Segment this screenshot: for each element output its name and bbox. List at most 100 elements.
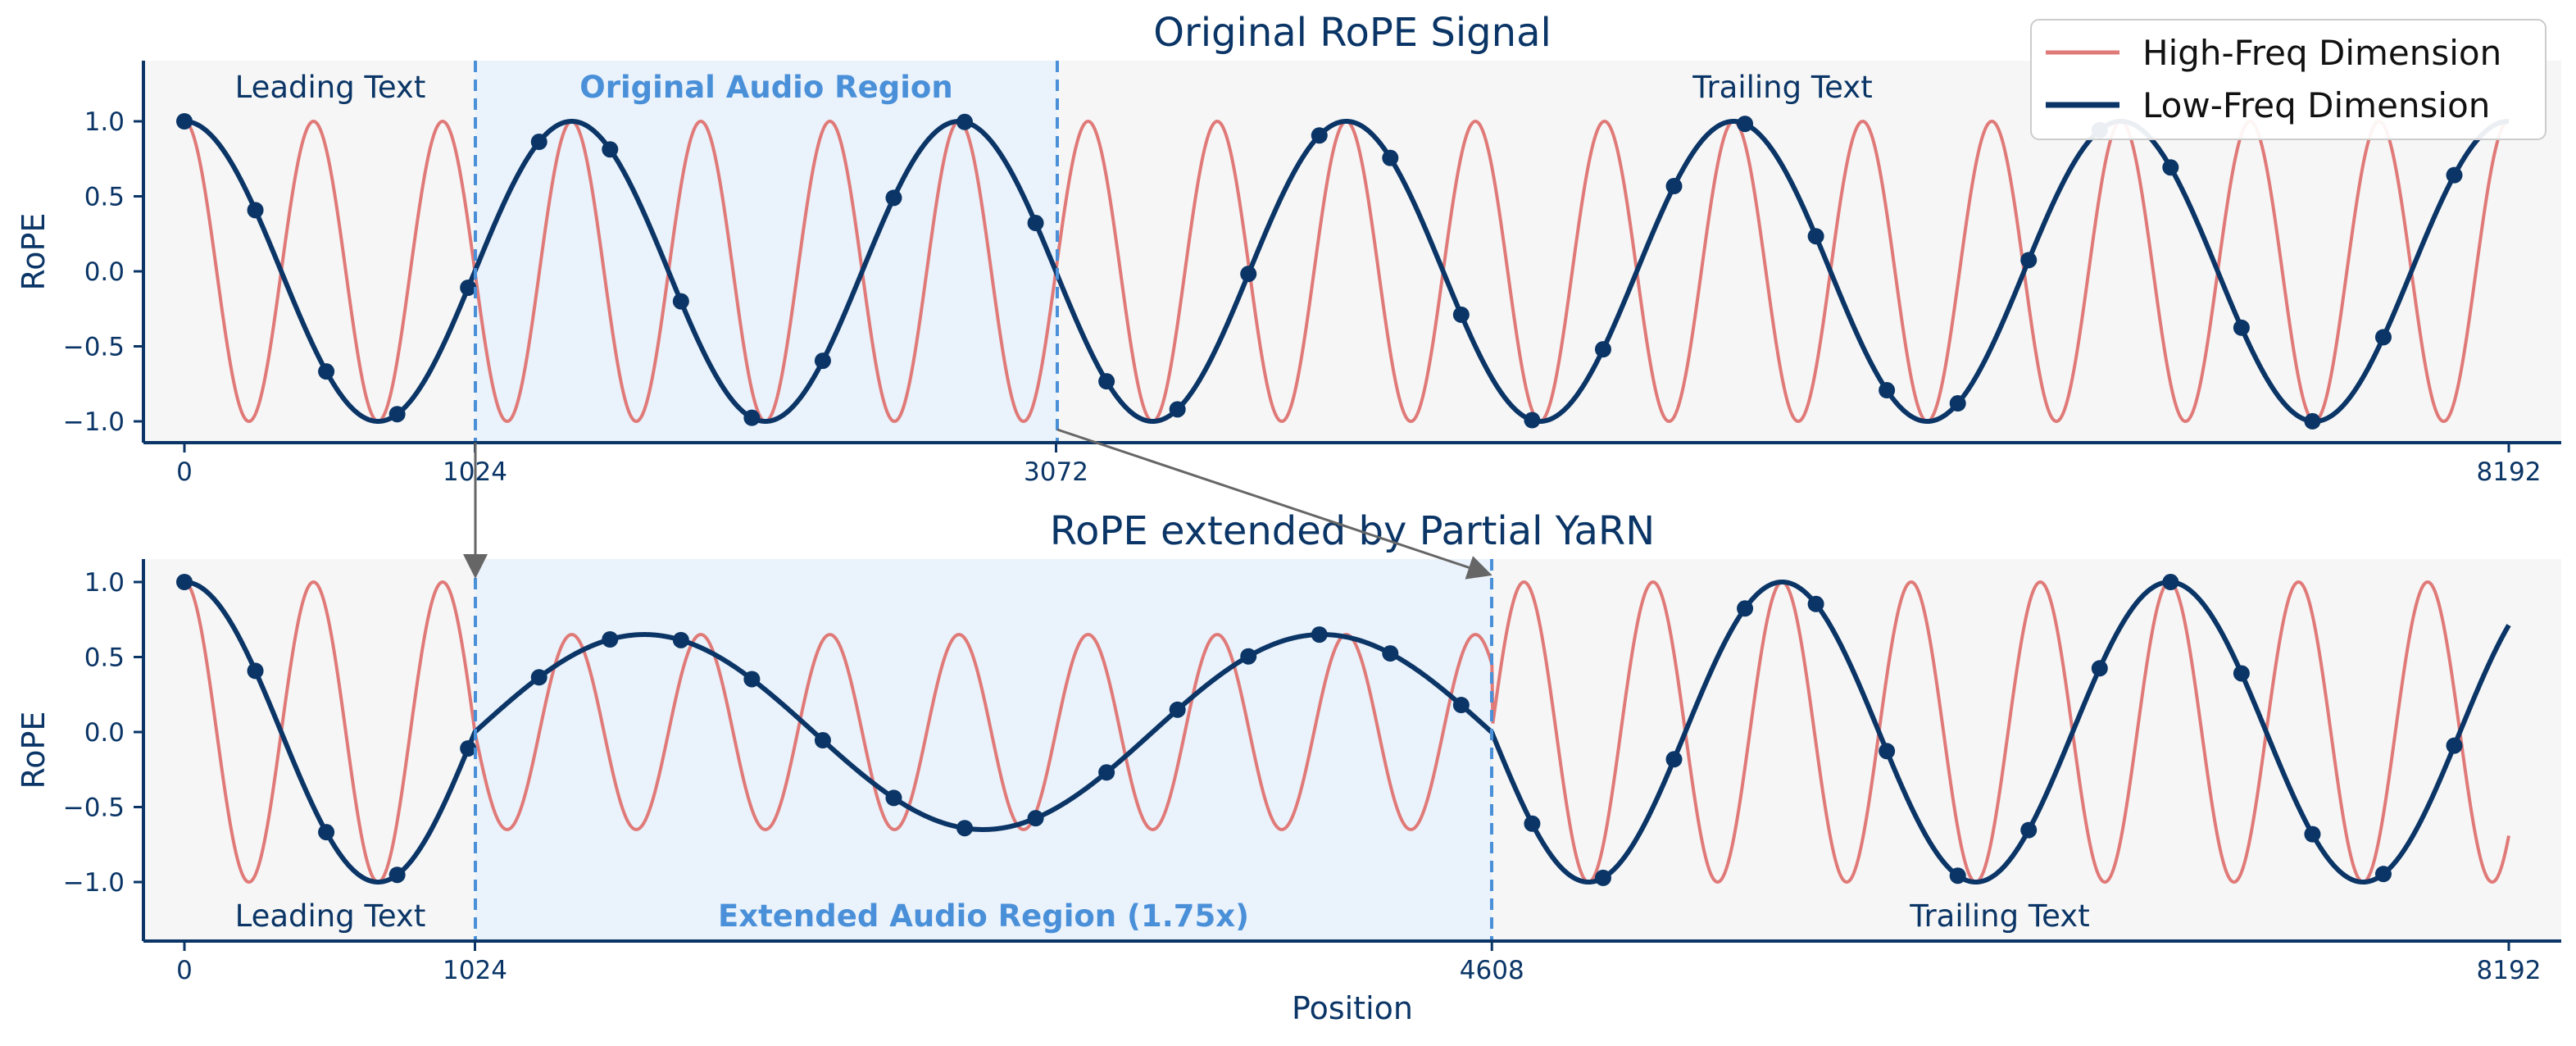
bottom-region-label-audio: Extended Audio Region (1.75x) [718, 898, 1249, 934]
legend-box [2030, 19, 2546, 140]
top-low-freq-point [530, 134, 547, 151]
top-low-freq-point [672, 293, 689, 310]
bottom-y-tick-label: 0.5 [84, 644, 125, 673]
top-low-freq-point [1879, 382, 1896, 399]
top-low-freq-point [247, 202, 264, 219]
bottom-low-freq-point [2091, 660, 2108, 677]
top-low-freq-point [885, 189, 902, 207]
top-low-freq-point [1382, 149, 1399, 166]
top-low-freq-point [1524, 412, 1541, 429]
bottom-x-tick-label: 1024 [443, 956, 507, 985]
top-low-freq-point [2304, 412, 2321, 430]
top-low-freq-point [1949, 395, 1966, 412]
top-low-freq-point [743, 409, 761, 426]
top-low-freq-point [1594, 341, 1611, 358]
top-low-freq-point [176, 113, 193, 130]
bottom-low-freq-point [602, 631, 619, 648]
top-x-tick-label: 3072 [1024, 457, 1088, 487]
top-low-freq-point [956, 113, 974, 130]
top-low-freq-point [814, 352, 831, 370]
bottom-chart-title: RoPE extended by Partial YaRN [1050, 508, 1655, 554]
bottom-region-label-trailing: Trailing Text [1909, 898, 2089, 934]
top-y-tick-label: 0.0 [84, 257, 125, 287]
arrow-end-boundary [1056, 428, 1492, 580]
bottom-low-freq-point [1737, 600, 1754, 617]
top-x-ticks: 0 1024 3072 8192 [176, 443, 2541, 487]
top-y-tick-label: −1.0 [63, 407, 125, 437]
bottom-low-freq-point [1524, 815, 1541, 832]
bottom-low-freq-point [956, 820, 974, 837]
bottom-region-label-leading: Leading Text [235, 898, 426, 934]
top-low-freq-point [1311, 127, 1328, 144]
top-low-freq-point [2162, 159, 2179, 176]
bottom-low-freq-point [2020, 821, 2038, 839]
top-x-tick-label: 0 [176, 457, 193, 487]
top-low-freq-point [1452, 306, 1470, 323]
bottom-x-tick-label: 4608 [1460, 956, 1524, 985]
top-x-tick-label: 8192 [2477, 457, 2542, 487]
bottom-y-axis-label: RoPE [16, 712, 52, 789]
bottom-x-tick-label: 8192 [2477, 956, 2542, 985]
top-chart-title: Original RoPE Signal [1153, 10, 1552, 56]
bottom-low-freq-point [885, 789, 902, 807]
bottom-x-ticks: 0 1024 4608 8192 [176, 941, 2541, 985]
top-y-tick-label: 0.5 [84, 183, 125, 212]
bottom-low-freq-point [1879, 743, 1896, 760]
bottom-low-freq-point [1098, 764, 1115, 781]
top-low-freq-point [1737, 116, 1754, 133]
top-low-freq-point [1169, 401, 1186, 418]
top-region-label-audio: Original Audio Region [579, 70, 952, 105]
bottom-low-freq-point [2446, 737, 2463, 754]
bottom-panel: 1.0 0.5 0.0 −0.5 −1.0 0 1024 4608 8192 RoPE ext… [16, 508, 2561, 1026]
bottom-low-freq-point [176, 574, 193, 590]
bottom-low-freq-point [247, 662, 264, 680]
top-region-label-trailing: Trailing Text [1692, 70, 1872, 105]
bottom-low-freq-point [814, 732, 831, 749]
bottom-y-tick-label: 1.0 [84, 568, 125, 598]
top-y-tick-label: −0.5 [63, 333, 125, 362]
bottom-x-tick-label: 0 [176, 956, 193, 985]
top-low-freq-point [460, 279, 477, 296]
bottom-series-low-freq-line [184, 579, 2511, 885]
bottom-low-freq-point [1240, 648, 1257, 665]
top-low-freq-point [2233, 319, 2250, 336]
bottom-low-freq-point [2233, 665, 2250, 682]
legend-low-freq-label: Low-Freq Dimension [2142, 85, 2490, 125]
bottom-low-freq-point [1665, 751, 1683, 768]
bottom-low-freq-point [743, 671, 761, 688]
top-low-freq-point [318, 363, 335, 380]
legend: High-Freq Dimension Low-Freq Dimension [2030, 19, 2546, 140]
top-low-freq-point [388, 406, 406, 423]
top-low-freq-point [1240, 266, 1257, 283]
bottom-low-freq-point [1452, 697, 1470, 714]
top-low-freq-point [1807, 228, 1824, 245]
bottom-y-ticks: 1.0 0.5 0.0 −0.5 −1.0 [63, 568, 143, 898]
bottom-low-freq-point [1382, 645, 1399, 662]
top-region-label-leading: Leading Text [235, 70, 426, 105]
bottom-low-freq-point [1311, 626, 1328, 644]
bottom-low-freq-point [1594, 869, 1611, 886]
top-low-freq-point [602, 141, 619, 158]
bottom-low-freq-point [530, 669, 547, 686]
bottom-low-freq-point [1807, 595, 1824, 612]
top-low-freq-point [1027, 215, 1044, 232]
top-y-ticks: 1.0 0.5 0.0 −0.5 −1.0 [63, 107, 143, 437]
x-axis-label: Position [1292, 990, 1413, 1026]
top-low-freq-point [1665, 178, 1683, 195]
top-low-freq-point [2020, 252, 2038, 269]
top-low-freq-point [2374, 329, 2392, 346]
bottom-low-freq-point [460, 739, 477, 757]
bottom-y-tick-label: −0.5 [63, 794, 125, 823]
legend-high-freq-label: High-Freq Dimension [2142, 33, 2501, 73]
bottom-low-freq-point [2374, 866, 2392, 883]
top-y-axis-label: RoPE [16, 213, 52, 291]
bottom-audio-region [475, 559, 1492, 941]
bottom-low-freq-point [1949, 867, 1966, 885]
top-low-freq-point [2446, 166, 2463, 184]
bottom-low-freq-point [1027, 810, 1044, 827]
bottom-low-freq-point [2304, 825, 2321, 843]
bottom-y-tick-label: 0.0 [84, 718, 125, 748]
top-low-freq-point [1098, 373, 1115, 390]
bottom-low-freq-point [1169, 701, 1186, 718]
bottom-low-freq-point [388, 866, 406, 884]
